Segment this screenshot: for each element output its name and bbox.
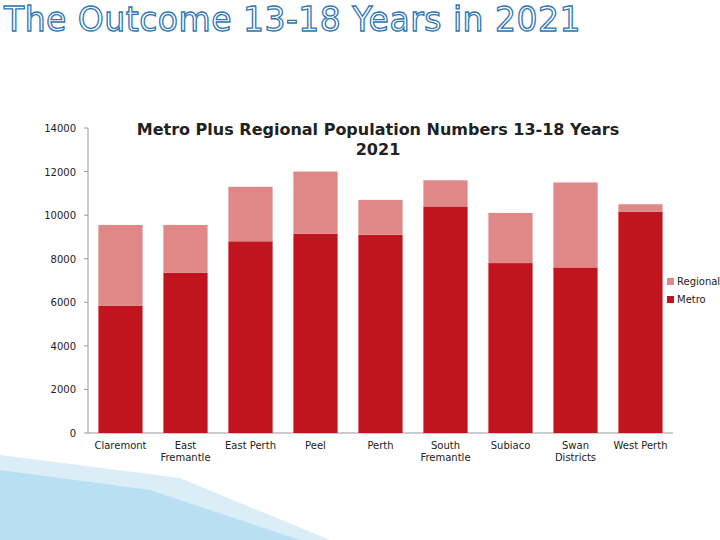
bar [358, 200, 402, 235]
x-tick-label: East Perth [225, 440, 276, 451]
chart: 0 2000 4000 6000 8000 10000 12000 14000 Claremon… [0, 0, 720, 540]
bar [488, 213, 532, 263]
y-tick-label: 12000 [44, 167, 76, 178]
bar [98, 306, 142, 433]
y-tick [84, 258, 88, 259]
bar [228, 187, 272, 241]
x-tick-label: Perth [367, 440, 393, 451]
x-tick-label: Peel [305, 440, 326, 451]
bars [98, 172, 662, 433]
chart-title: Metro Plus Regional Population Numbers 1… [118, 120, 638, 160]
x-tick-label: SwanDistricts [555, 440, 596, 463]
slide-title: The Outcome 13-18 Years in 2021 [0, 0, 720, 39]
y-tick-label: 4000 [51, 341, 76, 352]
bar [163, 273, 207, 433]
bar [553, 267, 597, 433]
x-tick-label: SouthFremantle [420, 440, 470, 463]
y-tick [84, 215, 88, 216]
y-axis [88, 128, 89, 433]
bar [358, 235, 402, 433]
bar [423, 206, 467, 433]
bar [98, 225, 142, 306]
y-tick-label: 14000 [44, 123, 76, 134]
bar [293, 172, 337, 234]
decoration [0, 455, 330, 540]
x-tick-label: Subiaco [491, 440, 531, 451]
y-tick-label: 2000 [51, 384, 76, 395]
bar [618, 212, 662, 433]
legend-swatch [667, 278, 674, 285]
y-tick-label: 10000 [44, 210, 76, 221]
y-tick [84, 302, 88, 303]
bar [293, 234, 337, 433]
x-tick-label: West Perth [614, 440, 668, 451]
y-tick [84, 433, 88, 434]
legend-swatch [667, 296, 674, 303]
y-tick-label: 8000 [51, 254, 76, 265]
legend-label: Regional [677, 276, 720, 287]
stage: The Outcome 13-18 Years in 2021 0 2000 400… [0, 0, 720, 540]
y-tick [84, 171, 88, 172]
bar [553, 182, 597, 267]
bar [228, 241, 272, 433]
y-tick [84, 345, 88, 346]
legend-label: Metro [677, 294, 706, 305]
bar [163, 225, 207, 273]
y-tick-label: 0 [70, 428, 76, 439]
y-tick-label: 6000 [51, 297, 76, 308]
bar [423, 180, 467, 206]
y-tick [84, 389, 88, 390]
x-tick-label: EastFremantle [160, 440, 210, 463]
bar [618, 204, 662, 212]
decoration [0, 470, 300, 540]
x-tick-label: Claremont [94, 440, 146, 451]
bar [488, 263, 532, 433]
y-tick [84, 128, 88, 129]
